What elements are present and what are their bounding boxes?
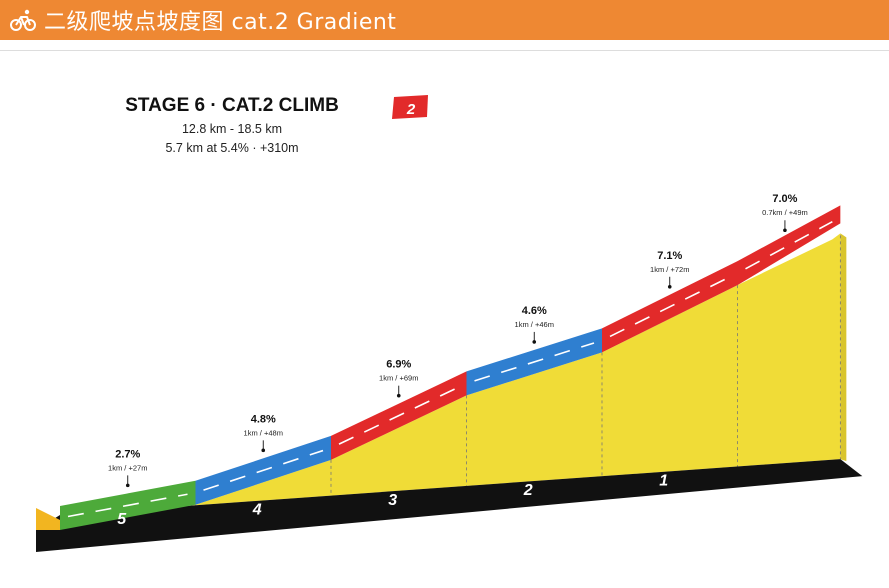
segment-centerline [67, 493, 188, 518]
gradient-segment [60, 480, 196, 530]
segment-tick-dot [396, 393, 401, 398]
profile-layer: 2.7% 1km / +27m 5 4.8% 1km / +48m 4 6.9% 1km / … [36, 193, 863, 552]
cyclist-icon [10, 9, 36, 31]
segment-grade: 6.9% [386, 359, 411, 371]
segment-grade: 7.1% [657, 250, 682, 262]
profile-fill [60, 233, 841, 530]
segment-grade: 7.0% [772, 193, 797, 205]
segment-centerline [474, 342, 595, 382]
segment-tick-dot [261, 448, 266, 453]
gradient-segment [331, 371, 467, 460]
lead-in-wedge [36, 508, 60, 530]
segment-tick-dot [125, 483, 130, 488]
km-remaining-label: 2 [523, 482, 533, 499]
gradient-segment [466, 328, 602, 396]
segment-centerline [609, 276, 730, 338]
segment-grade: 4.6% [522, 305, 547, 317]
km-remaining-label: 3 [388, 492, 397, 509]
gradient-segment [602, 261, 738, 353]
km-remaining-label: 1 [659, 472, 668, 489]
profile-side-shade [840, 233, 847, 462]
segment-tick-dot [783, 228, 787, 233]
gradient-segment [195, 435, 331, 505]
segment-centerline [203, 449, 324, 491]
header-title: 二级爬坡点坡度图 cat.2 Gradient [44, 10, 397, 35]
km-remaining-label: 4 [252, 501, 262, 518]
segment-detail: 1km / +27m [108, 463, 147, 472]
segment-grade: 4.8% [251, 413, 276, 425]
segment-centerline [338, 386, 459, 445]
category-badge-label: 2 [406, 101, 416, 118]
climb-summary: 5.7 km at 5.4% · +310m [165, 141, 298, 155]
km-remaining-label: 5 [117, 511, 127, 528]
segment-detail: 1km / +72m [650, 265, 689, 274]
segment-detail: 1km / +48m [244, 428, 283, 437]
segment-detail: 1km / +46m [515, 320, 554, 329]
segment-detail: 0.7km / +49m [762, 208, 808, 217]
segment-ribbon [737, 205, 841, 286]
profile-base [36, 459, 863, 552]
climb-range: 12.8 km - 18.5 km [182, 122, 282, 136]
segment-tick-dot [532, 340, 537, 344]
segment-detail: 1km / +69m [379, 374, 418, 383]
gradient-segment [737, 205, 841, 286]
header-divider [0, 50, 889, 51]
segment-tick-dot [667, 284, 672, 289]
header-bar: 二级爬坡点坡度图 cat.2 Gradient [0, 0, 889, 40]
category-badge: 2 [392, 95, 428, 119]
climb-title: STAGE 6 · CAT.2 CLIMB [125, 95, 339, 116]
segment-grade: 2.7% [115, 448, 140, 460]
